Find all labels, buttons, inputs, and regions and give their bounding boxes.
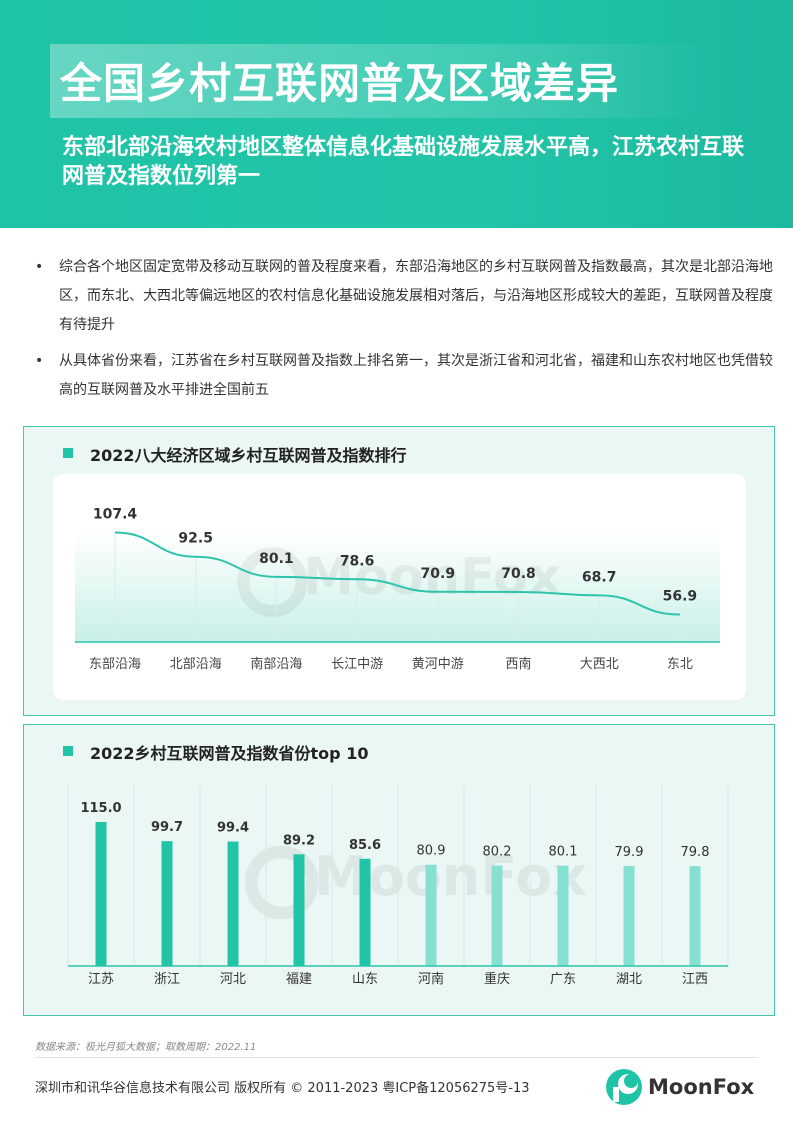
province-bar-chart: MoonFox 115.0 江苏 99.7 浙江 99.4 河北 89.2 福建 85.6 山东 80… [67,785,729,987]
data-label: 80.2 [483,845,512,860]
page-title: 全国乡村互联网普及区域差异 [60,59,620,108]
province-chart-panel: 2022乡村互联网普及指数省份top 10 MoonFox 115.0 江苏 99.7… [23,724,775,1016]
bullet-item: • 综合各个地区固定宽带及移动互联网的普及程度来看，东部沿海地区的乡村互联网普及… [35,253,775,340]
x-tick-label: 江西 [682,972,708,987]
x-tick-label: 湖北 [616,972,642,987]
x-tick-label: 河南 [418,971,444,987]
series-line [114,531,680,616]
bar [689,866,701,966]
bullet-text: 从具体省份来看，江苏省在乡村互联网普及指数上排名第一，其次是浙江省和河北省，福建… [59,353,773,398]
watermark-text: MoonFox [303,548,561,607]
x-tick-label: 山东 [352,972,378,987]
data-label: 99.4 [217,821,249,836]
bar [293,854,305,966]
watermark: MoonFox [237,547,561,617]
bar [557,865,569,966]
x-tick-label: 江苏 [88,971,114,987]
data-label: 78.6 [340,553,375,569]
x-tick-label: 长江中游 [331,657,383,672]
brand-logo: MoonFox [604,1067,764,1107]
x-tick-label: 浙江 [154,972,180,987]
data-label: 80.1 [549,845,578,860]
x-tick-label: 大西北 [580,657,619,672]
x-tick-label: 河北 [220,972,246,987]
title-square-icon [63,448,73,458]
footer-copyright: 深圳市和讯华谷信息技术有限公司 版权所有 © 2011-2023 粤ICP备12… [35,1081,530,1096]
watermark-text: MoonFox [314,845,587,908]
x-tick-label: 东北 [667,657,693,672]
region-line-chart: MoonFox 107.4 东部沿海 92.5 北部沿海 80.1 南部沿海 78.6 长江中游… [75,506,720,672]
data-label: 107.4 [93,506,138,522]
data-source: 数据来源：极光月狐大数据；取数周期：2022.11 [35,1042,257,1053]
bullet-marker: • [35,259,44,275]
data-label: 89.2 [283,833,315,848]
bullet-marker: • [35,353,44,369]
footer-divider [35,1057,758,1058]
moonfox-logo-icon [606,1069,642,1105]
region-chart-card: MoonFox 107.4 东部沿海 92.5 北部沿海 80.1 南部沿海 78.6 长江中游… [53,474,746,700]
province-chart-title: 2022乡村互联网普及指数省份top 10 [90,744,369,763]
bullet-text: 综合各个地区固定宽带及移动互联网的普及程度来看，东部沿海地区的乡村互联网普及指数… [59,259,773,333]
bar [425,864,437,966]
data-label: 99.7 [151,820,183,835]
data-label: 80.1 [259,551,294,567]
bullet-list: • 综合各个地区固定宽带及移动互联网的普及程度来看，东部沿海地区的乡村互联网普及… [35,253,775,412]
data-label: 70.8 [501,566,536,582]
data-label: 70.9 [421,566,456,582]
x-tick-label: 南部沿海 [250,656,302,672]
page-subtitle: 东部北部沿海农村地区整体信息化基础设施发展水平高，江苏农村互联网普及指数位列第一 [62,135,745,189]
bar [95,822,107,966]
data-label: 68.7 [582,569,617,585]
data-label: 85.6 [349,838,381,853]
bar [227,841,239,966]
bar [359,858,371,966]
bar [623,865,635,966]
bullet-item: • 从具体省份来看，江苏省在乡村互联网普及指数上排名第一，其次是浙江省和河北省，… [35,347,775,405]
x-tick-label: 西南 [505,656,531,672]
x-tick-label: 北部沿海 [170,657,222,672]
title-highlight [50,44,705,118]
bar [161,841,173,966]
x-tick-label: 重庆 [484,971,510,987]
x-tick-label: 广东 [550,972,576,987]
chart-area-fill [75,532,720,642]
x-tick-label: 福建 [286,972,312,987]
title-square-icon [63,746,73,756]
header-banner [0,0,793,228]
x-tick-label: 黄河中游 [412,657,464,672]
data-label: 79.8 [681,845,710,860]
watermark-logo-icon [244,845,319,920]
region-chart-title: 2022八大经济区域乡村互联网普及指数排行 [90,446,407,465]
region-chart-panel: 2022八大经济区域乡村互联网普及指数排行 MoonFox 107.4 东部沿海 92… [23,426,775,716]
data-label: 56.9 [663,589,698,605]
x-tick-label: 东部沿海 [89,657,141,672]
brand-name: MoonFox [648,1075,755,1099]
data-label: 115.0 [80,801,121,816]
bar [491,865,503,966]
data-label: 80.9 [417,844,446,859]
data-label: 79.9 [615,845,644,860]
watermark-logo-icon [237,547,308,617]
data-label: 92.5 [178,531,213,547]
